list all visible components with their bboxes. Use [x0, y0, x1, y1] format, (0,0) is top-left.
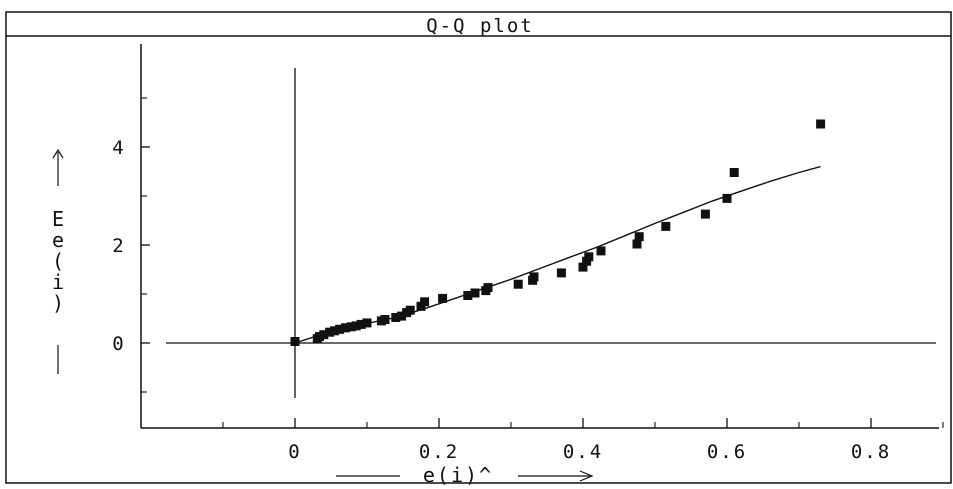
y-axis-label-char: e [52, 228, 64, 252]
y-tick-label: 4 [112, 137, 123, 159]
x-tick-label: 0.8 [851, 441, 891, 463]
data-point [290, 337, 300, 346]
fit-line [294, 165, 821, 344]
x-tick-label: 0.6 [707, 441, 747, 463]
y-axis-arrowhead-icon [52, 148, 64, 159]
y-tick-label: 0 [112, 333, 123, 355]
y-axis-label-char: ) [52, 291, 64, 315]
y-axis-label-char: ( [52, 249, 64, 273]
x-tick-label: 0.2 [419, 441, 459, 463]
data-point [661, 221, 671, 231]
figure-border [5, 11, 952, 484]
y-tick-label: 2 [112, 235, 123, 257]
data-point [634, 232, 644, 242]
zero-reference-lines [166, 68, 936, 398]
chart-title: Q-Q plot [426, 15, 534, 37]
data-point [335, 324, 345, 334]
x-tick-label: 0 [288, 441, 301, 463]
data-point [346, 322, 356, 332]
data-point [463, 291, 473, 300]
data-point [330, 326, 340, 336]
y-axis-label-char: i [52, 270, 64, 294]
data-point [556, 268, 566, 278]
data-point [529, 272, 539, 282]
data-point [405, 305, 415, 315]
data-point [319, 330, 329, 340]
data-point [351, 321, 361, 331]
data-point [722, 193, 732, 203]
data-point [397, 311, 407, 321]
fit-line-group [294, 165, 821, 344]
data-point [816, 119, 826, 129]
data-point [578, 262, 588, 272]
data-point [438, 293, 448, 303]
data-point [380, 315, 390, 324]
data-point [729, 168, 739, 177]
data-points [290, 119, 826, 346]
y-axis-label: Ee(i) [52, 207, 64, 315]
y-axis-label-char: E [52, 207, 64, 231]
y-tick-labels: 0 2 4 [112, 137, 123, 355]
data-point [700, 209, 710, 219]
data-point [356, 319, 366, 329]
x-tick-labels: 0 0.2 0.4 0.6 0.8 [288, 441, 891, 463]
data-point [470, 288, 480, 298]
x-axis-arrowhead-icon [579, 470, 594, 482]
data-point [420, 297, 430, 307]
axis-ticks [141, 97, 944, 428]
data-point [632, 239, 642, 249]
data-point [596, 246, 606, 256]
x-axis-label: e(i)^ [423, 463, 493, 485]
data-point [362, 318, 372, 328]
data-point [513, 279, 523, 289]
data-point [391, 313, 401, 322]
data-point [340, 323, 350, 333]
data-point [584, 252, 594, 262]
data-point [483, 283, 493, 293]
x-tick-label: 0.4 [563, 441, 603, 463]
data-point [325, 327, 335, 337]
